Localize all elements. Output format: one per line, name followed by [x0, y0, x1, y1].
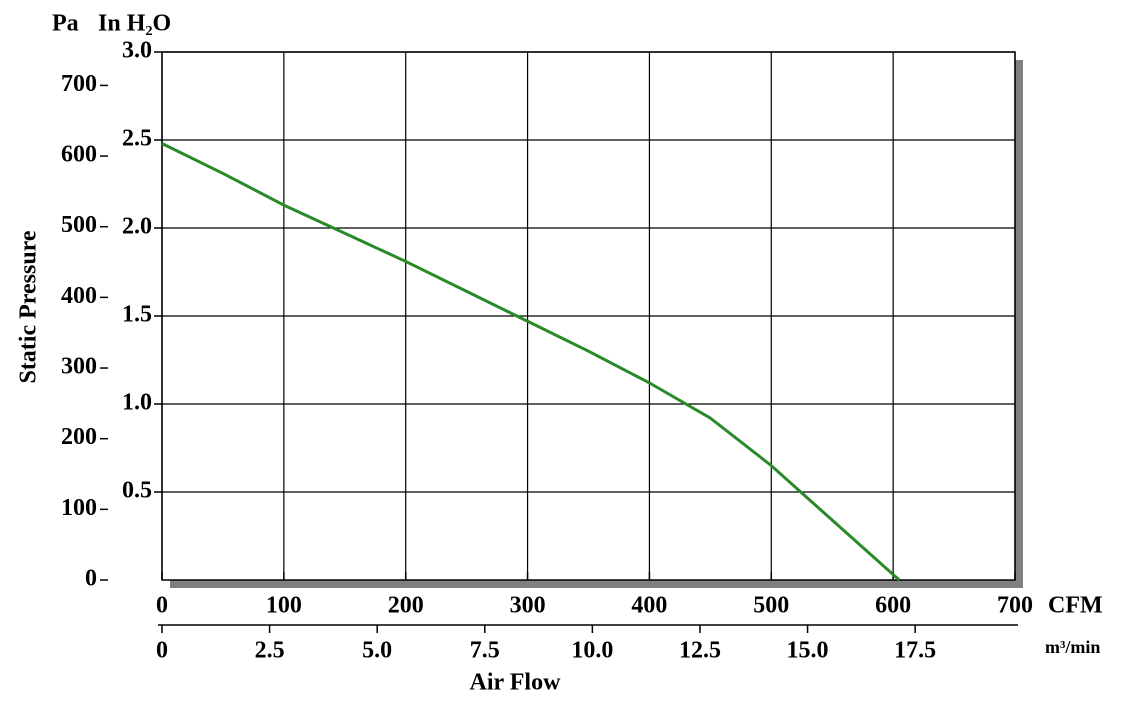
y-tick-label: 0.5 [122, 478, 152, 504]
y2-tick-label: 0 [85, 566, 97, 592]
x2-tick-label: 5.0 [362, 638, 392, 664]
x-unit: CFM [1048, 593, 1103, 619]
y2-tick-label: 200 [61, 424, 97, 450]
x2-tick-label: 12.5 [679, 638, 721, 664]
y-tick-label: 1.5 [122, 302, 152, 328]
x-tick-label: 0 [156, 593, 168, 619]
x2-tick-label: 2.5 [255, 638, 285, 664]
x-tick-label: 400 [631, 593, 667, 619]
curve [161, 142, 901, 582]
y2-tick-label: 600 [61, 142, 97, 168]
y-tick-label: 2.0 [122, 214, 152, 240]
shadow [170, 580, 1023, 588]
y-unit: In H₂O [98, 11, 171, 37]
x2-tick-label: 7.5 [470, 638, 500, 664]
x2-tick-label: 10.0 [571, 638, 613, 664]
x2-tick-label: 15.0 [787, 638, 829, 664]
y2-tick-label: 400 [61, 283, 97, 309]
x-tick-label: 600 [875, 593, 911, 619]
x-tick-label: 200 [388, 593, 424, 619]
y-tick-label: 3.0 [122, 38, 152, 64]
x2-unit: m³/min [1045, 637, 1100, 657]
y2-tick-label: 500 [61, 212, 97, 238]
y-tick-label: 2.5 [122, 126, 152, 152]
y2-tick-label: 300 [61, 354, 97, 380]
y-tick-label: 1.0 [122, 390, 152, 416]
y2-unit: Pa [52, 11, 79, 37]
x2-tick-label: 0 [156, 638, 168, 664]
y2-tick-label: 100 [61, 495, 97, 521]
x-tick-label: 100 [266, 593, 302, 619]
x2-tick-label: 17.5 [894, 638, 936, 664]
x-tick-label: 500 [753, 593, 789, 619]
shadow [1015, 60, 1023, 588]
x-tick-label: 300 [510, 593, 546, 619]
x-tick-label: 700 [997, 593, 1033, 619]
y-axis-title: Static Pressure [16, 230, 42, 383]
x-axis-title: Air Flow [470, 670, 562, 696]
y2-tick-label: 700 [61, 71, 97, 97]
